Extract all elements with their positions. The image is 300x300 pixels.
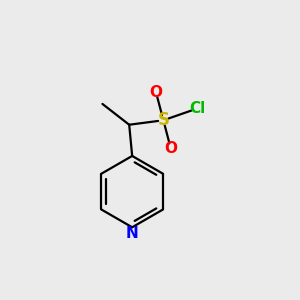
Text: O: O (164, 141, 177, 156)
Text: S: S (158, 111, 169, 129)
Text: Cl: Cl (189, 101, 206, 116)
Text: N: N (126, 226, 139, 241)
Text: O: O (149, 85, 162, 100)
